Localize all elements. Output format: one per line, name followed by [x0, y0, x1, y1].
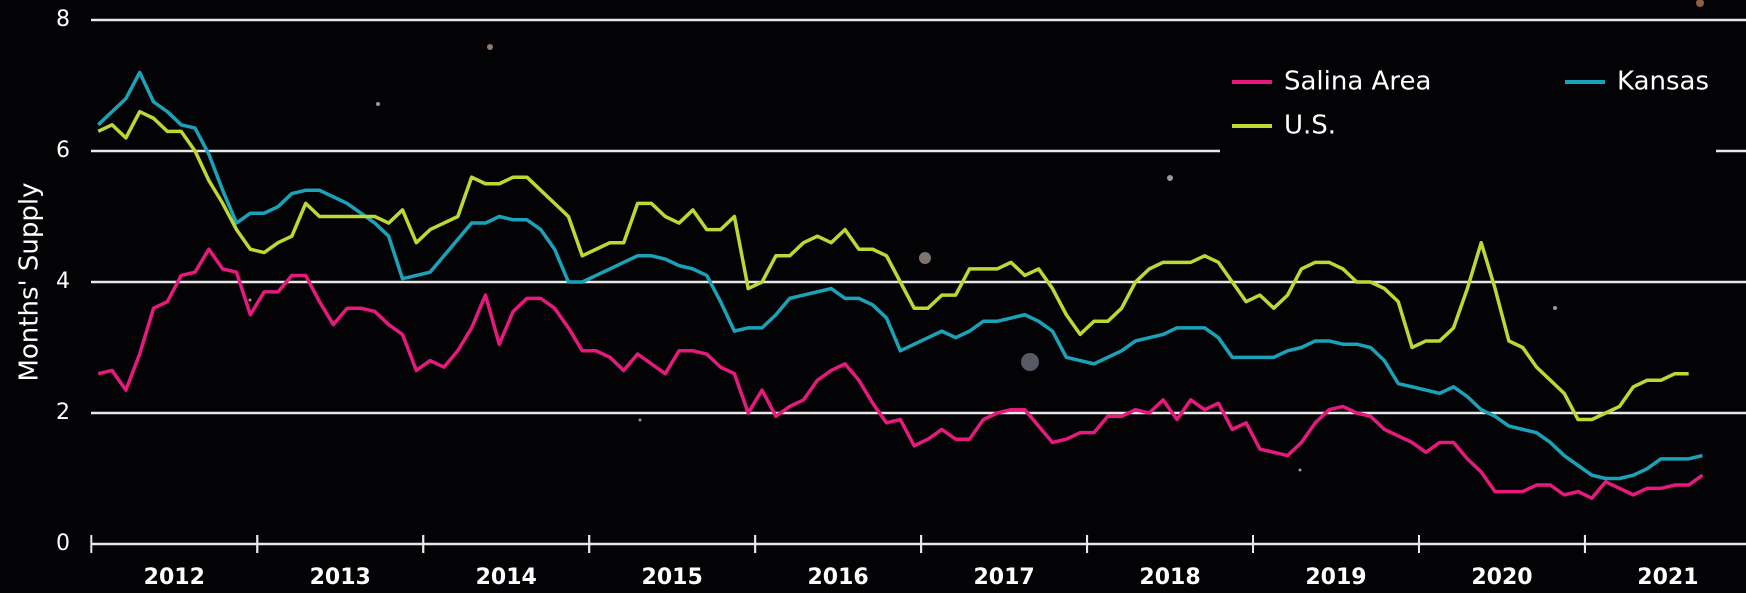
x-tick-label: 2014 [476, 565, 537, 590]
y-tick-label: 4 [56, 269, 70, 294]
y-tick-label: 0 [56, 531, 70, 556]
y-axis-label: Months' Supply [15, 182, 45, 381]
page: Months' Supply 0 2 4 6 8 2012 2013 2014 2015 2016… [0, 0, 1746, 593]
chart: Months' Supply 0 2 4 6 8 2012 2013 2014 2015 2016… [0, 0, 1746, 593]
x-tick-label: 2012 [144, 565, 205, 590]
x-tick-label: 2013 [310, 565, 371, 590]
y-tick-label: 8 [56, 7, 70, 32]
x-tick-label: 2018 [1139, 565, 1200, 590]
legend-label: Kansas [1617, 67, 1709, 97]
x-tick-label: 2021 [1637, 565, 1698, 590]
y-tick-label: 6 [56, 138, 70, 163]
legend-label: U.S. [1284, 111, 1336, 141]
x-tick-label: 2017 [973, 565, 1034, 590]
x-tick-label: 2015 [642, 565, 703, 590]
x-tick-label: 2016 [808, 565, 869, 590]
x-tick-label: 2019 [1305, 565, 1366, 590]
x-tick-label: 2020 [1471, 565, 1532, 590]
legend-label: Salina Area [1284, 67, 1431, 97]
y-tick-label: 2 [56, 400, 70, 425]
